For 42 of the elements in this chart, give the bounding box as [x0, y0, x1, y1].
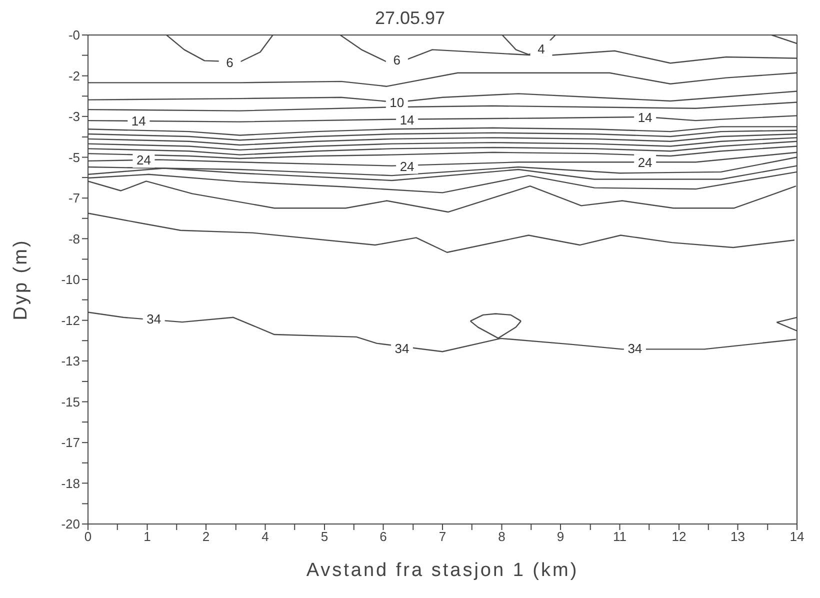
annotation: 14: [131, 114, 146, 129]
chart-title: 27.05.97: [374, 8, 446, 28]
annotation: 34: [394, 340, 410, 356]
y-tick-label: -7: [68, 190, 80, 206]
x-tick-label: 4: [262, 529, 269, 544]
x-tick-label: 9: [556, 529, 564, 544]
annotation: 24: [136, 152, 151, 168]
annotation: 14: [400, 112, 414, 128]
y-tick-label: -12: [61, 312, 80, 328]
x-tick-label: 11: [613, 529, 626, 544]
x-tick-label: 8: [498, 529, 506, 544]
annotation: 14: [638, 110, 652, 125]
annotation: 10: [390, 95, 404, 110]
annotation: 34: [628, 340, 642, 356]
annotation: 24: [638, 155, 652, 170]
x-tick-label: 14: [790, 529, 804, 544]
annotation: 24: [400, 158, 414, 174]
x-tick-label: 5: [320, 529, 328, 544]
y-tick-label: -15: [61, 394, 80, 410]
annotation: 4: [538, 41, 545, 56]
x-tick-label: 12: [672, 529, 686, 544]
y-tick-label: -2: [68, 68, 80, 84]
y-tick-label: -8: [68, 231, 80, 246]
y-tick-label: -3: [68, 109, 80, 124]
annotation: 34: [146, 312, 162, 327]
annotation: 6: [393, 52, 401, 68]
y-tick-label: -20: [61, 516, 80, 532]
x-tick-label: 6: [380, 529, 387, 544]
y-tick-label: -18: [61, 476, 80, 491]
x-tick-label: 13: [730, 529, 745, 544]
y-tick-label: -0: [68, 28, 80, 43]
x-tick-label: 1: [144, 529, 151, 544]
x-axis-title: Avstand fra stasjon 1 (km): [306, 560, 579, 581]
y-tick-label: -17: [61, 435, 80, 450]
x-tick-label: 2: [202, 529, 210, 544]
y-tick-label: -5: [68, 150, 80, 165]
y-tick-label: -10: [61, 272, 80, 288]
x-tick-label: 7: [438, 529, 446, 544]
x-tick-label: 0: [84, 529, 92, 544]
annotation: 6: [226, 54, 234, 70]
y-axis-title: Dyp (m): [10, 238, 32, 320]
y-tick-label: -13: [61, 354, 80, 369]
